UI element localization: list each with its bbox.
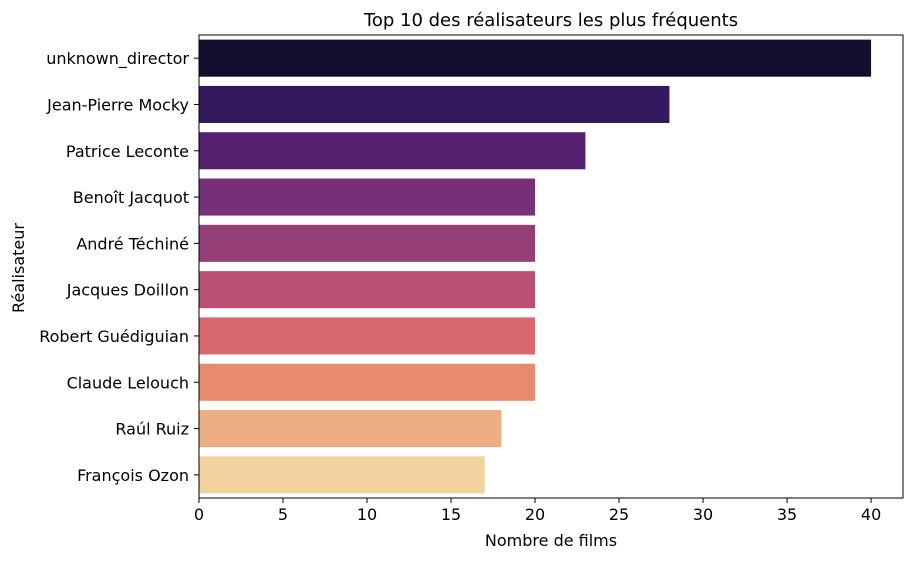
y-tick-label: Raúl Ruiz: [115, 420, 189, 439]
bar: [199, 271, 536, 309]
x-tick-label: 10: [357, 505, 377, 524]
y-tick-label: Claude Lelouch: [67, 373, 189, 392]
bar: [199, 317, 536, 355]
bar: [199, 224, 536, 262]
y-tick-label: François Ozon: [77, 466, 189, 485]
bar: [199, 363, 536, 401]
x-tick-label: 20: [525, 505, 545, 524]
bar: [199, 456, 485, 494]
x-tick-label: 5: [278, 505, 288, 524]
bar: [199, 39, 872, 77]
x-axis-title: Nombre de films: [485, 531, 617, 550]
y-tick-label: Benoît Jacquot: [73, 188, 189, 207]
x-tick-label: 0: [194, 505, 204, 524]
bar: [199, 132, 586, 170]
bar: [199, 410, 502, 448]
plot-frame: [198, 34, 904, 499]
y-ticks-group: unknown_director Jean-Pierre Mocky Patrice…: [39, 49, 199, 485]
x-tick-label: 25: [609, 505, 629, 524]
y-axis-title: Réalisateur: [9, 223, 28, 313]
x-tick-label: 35: [777, 505, 797, 524]
x-tick-label: 40: [861, 505, 881, 524]
y-tick-label: unknown_director: [46, 49, 189, 69]
y-tick-label: André Téchiné: [76, 234, 189, 253]
bars-group: [199, 39, 872, 494]
bar: [199, 178, 536, 216]
x-tick-label: 15: [441, 505, 461, 524]
x-ticks-group: 0 5 10 15 20 25 30 35 40: [194, 498, 881, 524]
y-tick-label: Robert Guédiguian: [39, 327, 189, 346]
y-tick-label: Jean-Pierre Mocky: [46, 95, 189, 114]
x-tick-label: 30: [693, 505, 713, 524]
y-tick-label: Patrice Leconte: [66, 142, 189, 161]
bar: [199, 85, 670, 123]
y-tick-label: Jacques Doillon: [66, 281, 189, 300]
chart-title: Top 10 des réalisateurs les plus fréquen…: [363, 10, 738, 31]
